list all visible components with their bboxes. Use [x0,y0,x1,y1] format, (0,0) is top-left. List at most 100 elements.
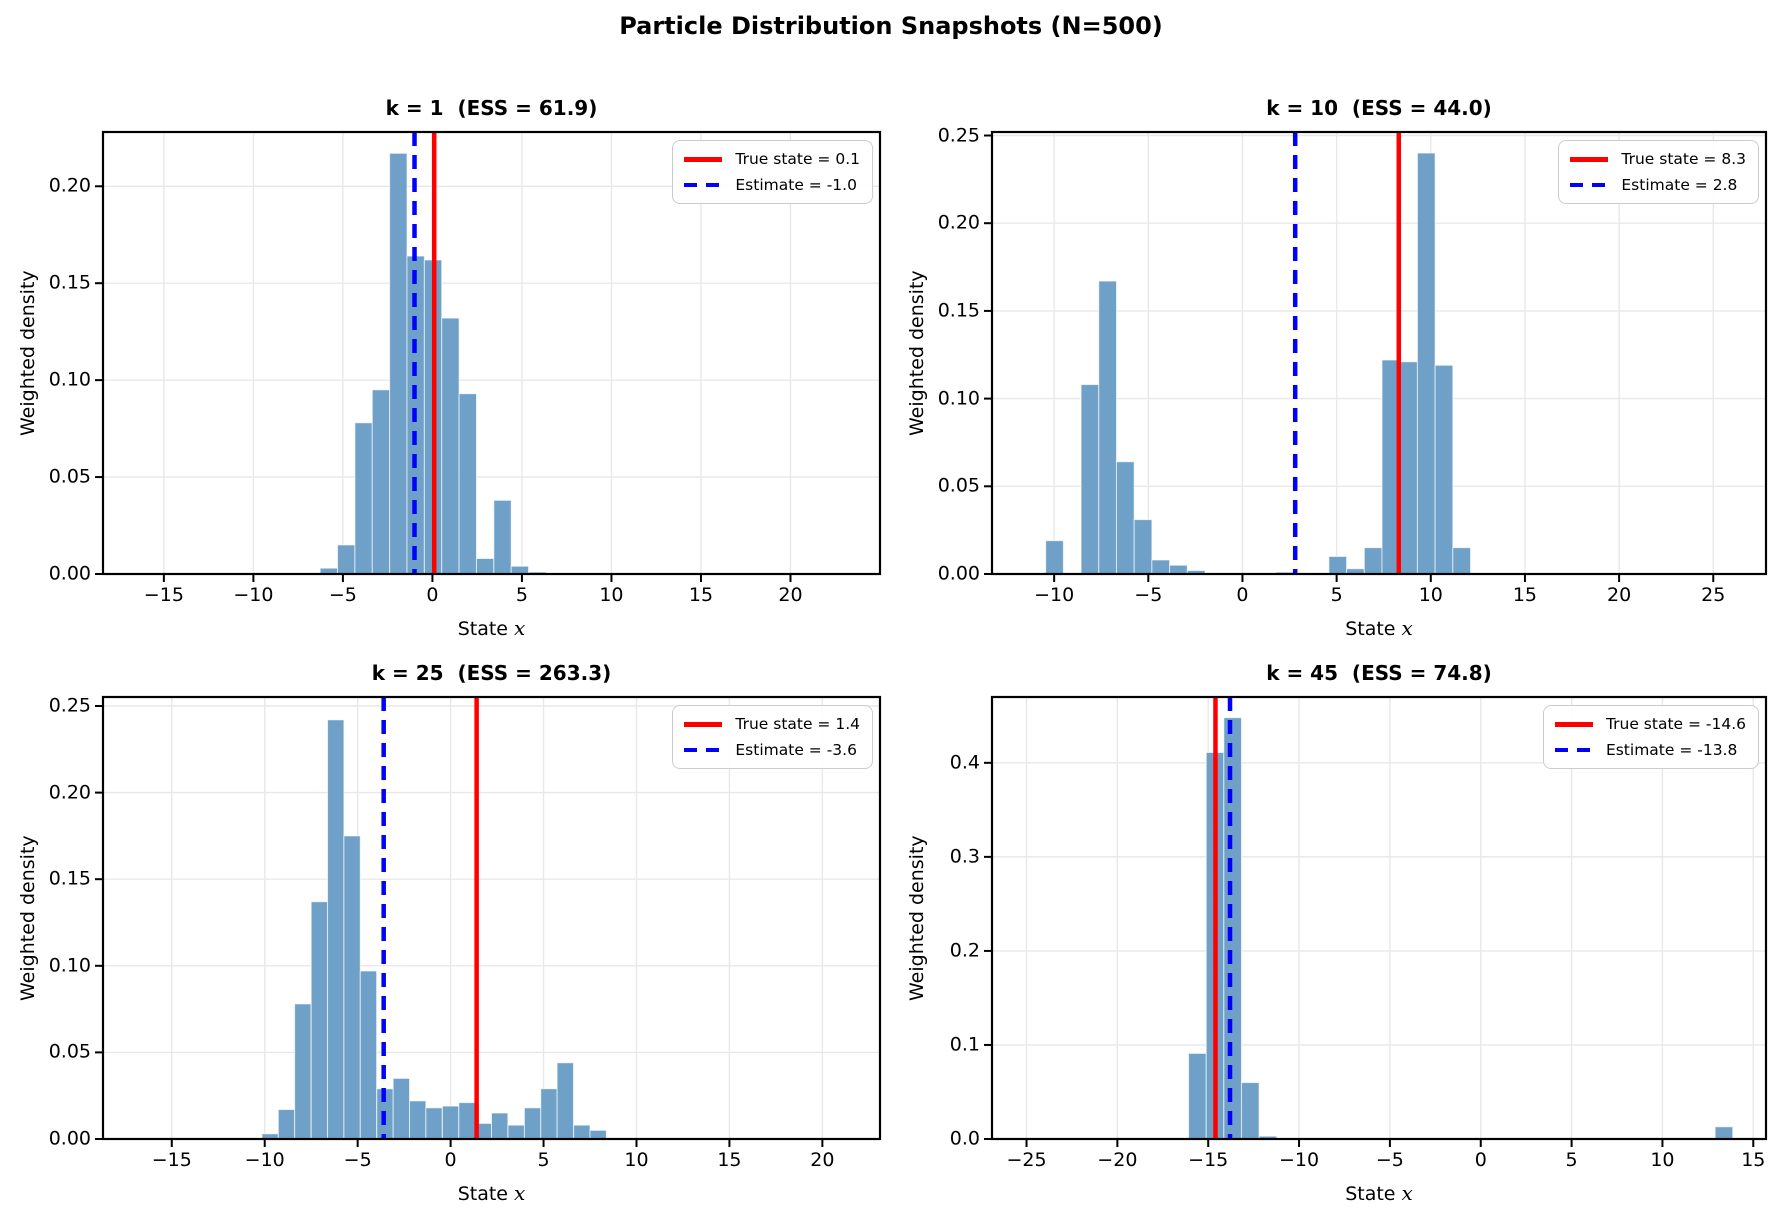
y-tick-label: 0.25 [48,694,91,717]
histogram-bar [491,1112,509,1140]
histogram-bar [277,1109,296,1140]
y-axis-label: Weighted density [906,270,928,436]
histogram-bar [1452,547,1472,575]
subplot-title: k = 45 (ESS = 74.8) [1266,661,1492,685]
x-tick-label: 20 [1607,584,1632,606]
x-tick-label: 5 [1565,1149,1578,1171]
histogram-bar [1188,1052,1207,1140]
histogram-bar [556,1062,574,1140]
x-variable: x [514,1181,526,1205]
x-variable: x [1401,1181,1413,1205]
subplot-k10: k = 10 (ESS = 44.0) Weighted density Sta… [906,96,1768,640]
histogram-bar [1151,559,1171,575]
histogram-bar [337,544,356,575]
y-tick-label: 0.05 [937,474,980,497]
histogram-bar [510,565,530,575]
legend: True state = 8.3 Estimate = 2.8 [1558,140,1759,205]
estimate-line-sample [684,182,723,188]
histogram-bar [1363,547,1383,575]
x-tick-label: 5 [515,584,528,606]
legend-entry-true-state: True state = -14.6 [1554,715,1746,734]
x-tick-label: 0 [426,584,439,606]
axes-frame [101,695,882,1141]
true-state-line-sample [1570,157,1609,162]
subplot-title: k = 1 (ESS = 61.9) [385,96,598,120]
estimate-line-sample [1570,182,1609,188]
x-tick-label: −10 [233,584,274,606]
histogram-bar [327,719,345,1140]
histogram-bar [1434,364,1454,575]
subplot-k25: k = 25 (ESS = 263.3) Weighted density St… [17,661,882,1205]
y-tick-label: 0.10 [48,954,91,977]
x-tick-label: 10 [1650,1149,1675,1171]
y-tick-label: 0.20 [48,174,91,197]
histogram-bar [389,152,408,575]
histogram-bar [458,393,477,575]
histogram-bar [1098,280,1117,575]
legend-label: True state = 0.1 [735,150,860,168]
x-tick-label: 20 [778,584,803,606]
x-tick-label: 0 [1236,584,1249,606]
histogram-bar [1133,519,1153,575]
y-tick-label: 0.15 [937,299,980,322]
subplot-title: k = 25 (ESS = 263.3) [371,661,612,685]
histogram-bar [1714,1126,1734,1140]
histogram-bar [1223,717,1242,1140]
histogram-bar [371,389,391,575]
x-tick-label: 10 [624,1149,649,1171]
subplot-title: k = 10 (ESS = 44.0) [1266,96,1492,120]
x-tick-label: −15 [1188,1149,1229,1171]
x-tick-label: −5 [1134,584,1163,606]
legend-label: True state = 1.4 [735,715,860,733]
x-tick-label: −5 [1375,1149,1404,1171]
y-tick-label: 0.25 [937,124,980,146]
y-tick-label: 0.00 [48,1127,91,1150]
x-tick-label: 5 [537,1149,550,1171]
x-tick-label: −25 [1006,1149,1047,1171]
plot-area [95,130,882,582]
x-axis-label: State x [1345,1181,1413,1205]
true-state-line-sample [684,157,723,162]
histogram-bar [1080,384,1100,575]
y-tick-label: 0.0 [949,1127,980,1150]
axes-frame [990,695,1768,1141]
histogram-bar [294,1003,312,1140]
histogram-bar [493,499,512,575]
histogram-bar [1045,540,1064,575]
histogram-bar [409,1100,427,1140]
y-tick-label: 0.05 [48,465,91,488]
subplot-k45: k = 45 (ESS = 74.8) Weighted density Sta… [906,661,1768,1205]
histogram-bar [441,1105,460,1140]
x-tick-label: 10 [1418,584,1443,606]
legend-entry-estimate: Estimate = 2.8 [1570,176,1746,195]
x-axis-label: State x [457,1181,526,1205]
legend-entry-estimate: Estimate = -1.0 [684,176,860,195]
x-axis-label: State x [1345,616,1413,640]
histogram-bar [573,1124,591,1140]
y-tick-label: 0.15 [48,271,91,294]
plot-area [95,695,882,1147]
x-tick-label: −10 [244,1149,285,1171]
axes-frame [101,130,882,576]
x-tick-label: 15 [1512,584,1538,606]
histogram-bar [1328,555,1348,575]
histogram-bar [1115,461,1135,575]
y-axis-label: Weighted density [17,270,39,436]
x-tick-label: −15 [151,1149,192,1171]
x-tick-label: −20 [1097,1149,1138,1171]
histogram-bar [523,1107,542,1140]
x-tick-label: 15 [1741,1149,1766,1171]
legend-label: True state = -14.6 [1605,715,1746,733]
x-axis-label: State x [457,616,526,640]
y-axis-label: Weighted density [906,835,928,1001]
y-tick-label: 0.10 [48,368,91,391]
x-tick-label: −15 [143,584,184,606]
x-tick-label: 0 [1474,1149,1487,1171]
legend: True state = -14.6 Estimate = -13.8 [1542,705,1759,770]
histogram-bar [507,1124,525,1140]
legend: True state = 1.4 Estimate = -3.6 [672,705,873,770]
true-state-line-sample [684,722,723,727]
histogram-bar [392,1077,411,1140]
x-tick-label: −5 [343,1149,372,1171]
histogram-bar [540,1088,558,1140]
